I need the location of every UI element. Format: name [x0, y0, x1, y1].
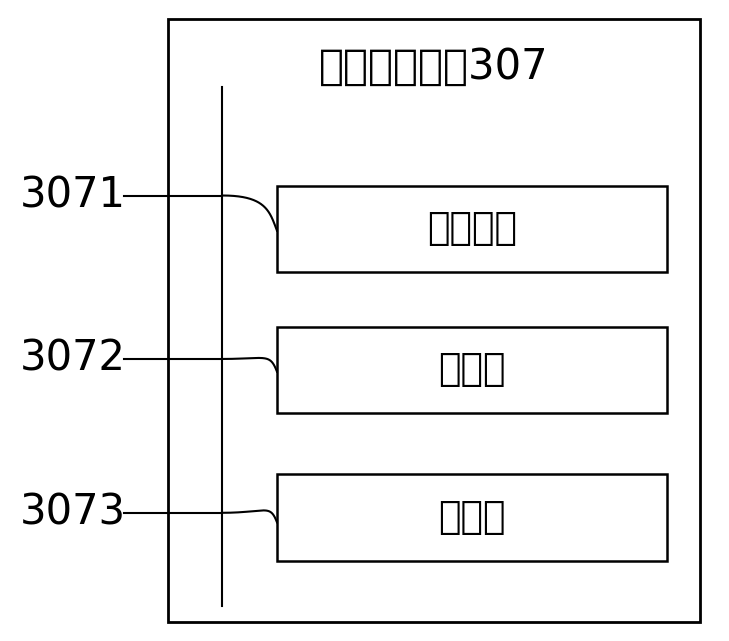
Text: 安全罩: 安全罩 [438, 352, 506, 388]
Text: 指示灯: 指示灯 [438, 499, 506, 536]
Text: 3071: 3071 [20, 174, 126, 217]
Bar [277, 474, 667, 561]
Bar [277, 327, 667, 413]
Text: 急停开关: 急停开关 [427, 211, 517, 247]
Bar [168, 19, 700, 622]
Bar [277, 186, 667, 272]
Text: 3073: 3073 [20, 492, 126, 534]
Text: 3072: 3072 [20, 338, 126, 380]
Text: 安全防护机构307: 安全防护机构307 [319, 46, 548, 88]
